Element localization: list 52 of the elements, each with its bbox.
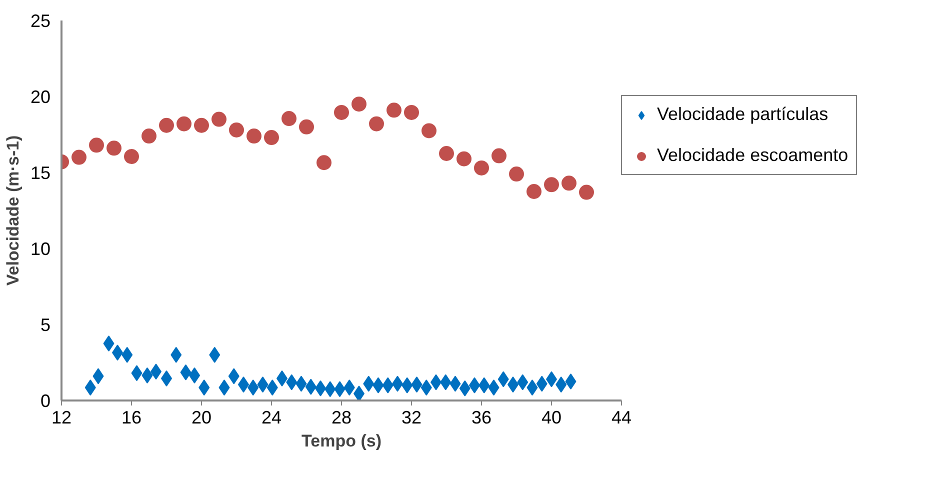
point: [509, 166, 524, 182]
x-tick-label: 24: [261, 408, 282, 428]
point: [354, 386, 364, 400]
x-tick-label: 20: [191, 408, 212, 428]
point: [404, 104, 419, 120]
x-tick-label: 40: [541, 408, 562, 428]
point: [103, 336, 114, 352]
point: [386, 102, 402, 118]
point: [456, 151, 472, 166]
point: [72, 150, 86, 165]
point: [159, 118, 174, 133]
point: [299, 119, 314, 134]
point: [212, 112, 226, 127]
point: [282, 111, 296, 126]
point: [176, 116, 192, 132]
point: [544, 177, 559, 192]
point: [439, 146, 454, 161]
y-axis-title: Velocidade (m·s-1): [3, 135, 22, 286]
point: [124, 149, 139, 164]
y-tick-label: 15: [30, 163, 51, 183]
point: [264, 130, 279, 146]
x-tick-label: 32: [401, 408, 422, 428]
y-tick-label: 5: [40, 315, 51, 335]
point: [526, 184, 542, 199]
y-tick-label: 25: [30, 11, 51, 31]
x-tick-label: 28: [331, 408, 352, 428]
point: [369, 116, 384, 132]
point: [352, 96, 366, 112]
point: [106, 140, 122, 156]
point: [562, 176, 576, 191]
point: [579, 184, 594, 200]
x-tick-label: 36: [471, 408, 492, 428]
point: [142, 128, 156, 144]
point: [422, 123, 436, 138]
x-tick-label: 44: [611, 408, 632, 428]
legend-label: Velocidade escoamento: [657, 145, 848, 166]
y-tick-label: 10: [30, 239, 51, 259]
point: [492, 148, 506, 164]
x-tick-label: 12: [51, 408, 72, 428]
y-tick-label: 20: [30, 87, 51, 107]
point: [194, 118, 209, 133]
x-axis-title: Tempo (s): [302, 432, 382, 450]
point: [565, 374, 576, 390]
x-tick-label: 16: [121, 408, 142, 428]
point: [229, 122, 244, 138]
point: [316, 155, 332, 170]
y-tick-label: 0: [40, 391, 51, 411]
point: [89, 138, 104, 153]
point: [474, 160, 489, 176]
point: [334, 104, 349, 120]
point: [246, 128, 262, 144]
legend-label: Velocidade partículas: [657, 104, 828, 125]
